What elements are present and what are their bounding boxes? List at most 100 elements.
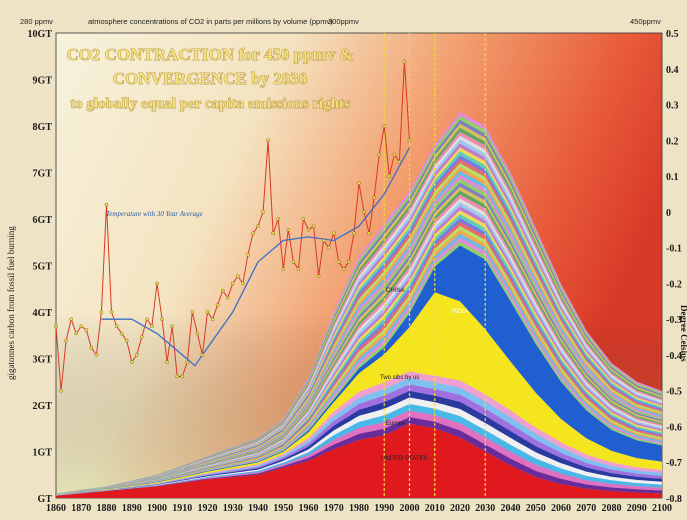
temperature-point (220, 288, 225, 293)
temperature-point (155, 281, 159, 286)
temperature-point (316, 274, 321, 278)
temperature-point (130, 360, 134, 364)
top-label-center: atmosphere concentrations of CO2 in part… (88, 17, 333, 26)
temperature-point (195, 331, 200, 336)
left-tick-label: GT (38, 494, 53, 505)
right-tick-label: -0.7 (666, 458, 682, 469)
temperature-point (337, 260, 341, 264)
emission-areas (56, 112, 662, 498)
left-tick-label: 1GT (33, 448, 53, 459)
temperature-point (200, 353, 205, 357)
temperature-point (382, 124, 387, 128)
temperature-point (392, 152, 397, 157)
temperature-point (236, 274, 240, 278)
temperature-point (124, 338, 129, 343)
right-tick-label: 0.1 (666, 172, 679, 183)
temperature-point (135, 353, 139, 357)
temperature-point (185, 360, 190, 364)
stripe-area-1 (56, 417, 662, 496)
temperature-point (54, 324, 58, 329)
x-tick-label: 1860 (46, 503, 66, 514)
temperature-point (114, 324, 119, 329)
temperature-point (367, 231, 371, 236)
temperature-point (160, 317, 164, 321)
x-tick-label: 1870 (71, 503, 91, 514)
x-tick-label: 2040 (501, 503, 521, 514)
temperature-point (271, 231, 275, 236)
right-tick-label: 0.5 (666, 29, 679, 40)
right-tick-label: -0.2 (666, 279, 682, 290)
title-line-3: to globally equal per capita emissions r… (70, 96, 350, 112)
title-line-1: CO2 CONTRACTION for 450 ppmv & (66, 45, 353, 64)
temperature-point (246, 253, 250, 257)
stripe-area-upper-1 (56, 241, 662, 495)
temperature-point (140, 335, 144, 339)
india-label: INDIA (452, 309, 468, 315)
temperature-point (362, 210, 366, 214)
top-label-left: 280 ppmv (20, 17, 53, 26)
temperature-point (276, 217, 280, 221)
left-tick-label: 8GT (33, 122, 53, 133)
x-tick-label: 2020 (450, 503, 470, 514)
temperature-point (352, 231, 356, 236)
right-tick-label: 0.2 (666, 136, 679, 147)
left-tick-label: 5GT (33, 262, 53, 273)
temperature-point (256, 224, 260, 228)
temperature-point (205, 310, 210, 314)
temperature-point (347, 260, 351, 264)
temperature-point (94, 353, 99, 357)
temperature-point (231, 281, 235, 286)
left-tick-label: 2GT (33, 401, 53, 412)
x-tick-label: 1910 (172, 503, 192, 514)
right-axis-title: Degree Celsius (679, 305, 687, 362)
china-label: CHINA (386, 288, 405, 294)
temperature-point (402, 59, 407, 64)
right-tick-label: 0.3 (666, 101, 679, 112)
temperature-point (326, 245, 331, 250)
temperature-point (377, 152, 381, 157)
right-tick-label: -0.3 (666, 315, 682, 326)
x-tick-label: 2060 (551, 503, 571, 514)
temperature-point (210, 317, 215, 321)
temperature-average-line (101, 147, 411, 367)
top-label-right: 450ppmv (630, 17, 661, 26)
temperature-point (296, 267, 301, 271)
temperature-point (74, 331, 78, 336)
top-label-center-right: 300ppmv (328, 17, 359, 26)
x-tick-label: 2100 (652, 503, 672, 514)
x-tick-label: 2090 (627, 503, 647, 514)
x-tick-label: 1890 (122, 503, 142, 514)
x-tick-label: 2000 (400, 503, 420, 514)
x-tick-label: 1920 (198, 503, 218, 514)
series-area-india (56, 245, 662, 495)
temperature-point (281, 267, 286, 271)
x-tick-label: 1900 (147, 503, 167, 514)
x-tick-label: 1960 (299, 503, 319, 514)
stripe-area-4 (56, 397, 662, 496)
temperature-point (150, 324, 154, 329)
temperature-point (225, 295, 230, 300)
x-tick-label: 1930 (223, 503, 243, 514)
temperature-point (119, 331, 124, 336)
guide-lines (383, 33, 486, 498)
x-tick-label: 1880 (97, 503, 117, 514)
left-tick-label: 10GT (28, 29, 53, 40)
left-tick-label: 4GT (33, 308, 53, 319)
temperature-point (342, 267, 346, 271)
x-tick-label: 2030 (475, 503, 495, 514)
temperature-point (64, 338, 68, 343)
temperature-point (69, 317, 73, 321)
axes: GT 1GT 2GT 3GT 4GT 5GT 6GT 7GT 8GT 9GT 10GT 0.5 0.4 0… (28, 29, 682, 514)
x-tick-label: 2070 (576, 503, 596, 514)
temperature-point (251, 231, 255, 236)
left-tick-label: 7GT (33, 169, 53, 180)
temperature-point (372, 195, 376, 200)
temperature-point (145, 317, 149, 321)
temperature-point (84, 328, 89, 332)
left-axis-title: gigatonnes carbon from fossil fuel burni… (6, 226, 16, 380)
temperature-point (165, 360, 169, 364)
left-tick-label: 9GT (33, 76, 53, 87)
x-tick-label: 2050 (526, 503, 546, 514)
x-tick-label: 2010 (425, 503, 445, 514)
